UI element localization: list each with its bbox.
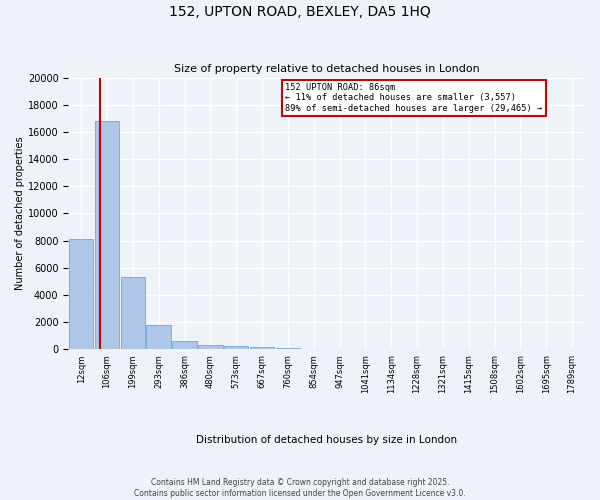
Title: Size of property relative to detached houses in London: Size of property relative to detached ho…: [174, 64, 479, 74]
Bar: [69, 240, 94, 350]
Bar: [275, 348, 300, 350]
X-axis label: Distribution of detached houses by size in London: Distribution of detached houses by size …: [196, 435, 457, 445]
Y-axis label: Number of detached properties: Number of detached properties: [15, 136, 25, 290]
Text: 152 UPTON ROAD: 86sqm
← 11% of detached houses are smaller (3,557)
89% of semi-d: 152 UPTON ROAD: 86sqm ← 11% of detached …: [285, 83, 542, 113]
Bar: [198, 344, 223, 350]
Bar: [250, 346, 274, 350]
Bar: [146, 325, 171, 349]
Text: Contains HM Land Registry data © Crown copyright and database right 2025.
Contai: Contains HM Land Registry data © Crown c…: [134, 478, 466, 498]
Bar: [121, 278, 145, 349]
Bar: [224, 346, 248, 350]
Text: 152, UPTON ROAD, BEXLEY, DA5 1HQ: 152, UPTON ROAD, BEXLEY, DA5 1HQ: [169, 5, 431, 19]
Bar: [172, 340, 197, 349]
Bar: [95, 121, 119, 350]
Bar: [301, 348, 326, 350]
